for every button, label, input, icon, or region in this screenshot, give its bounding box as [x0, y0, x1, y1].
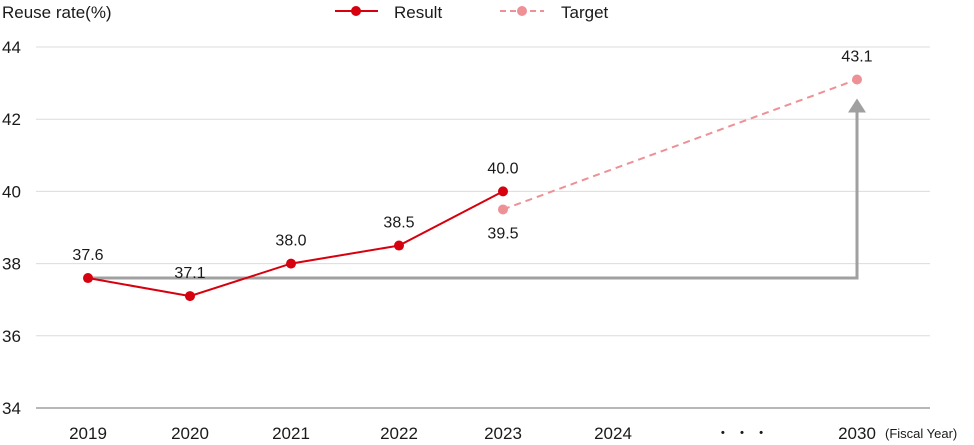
growth-arrow [88, 98, 866, 280]
grid-lines [36, 46, 930, 409]
legend-target-marker [517, 6, 527, 16]
y-tick-label: 34 [2, 399, 21, 418]
legend-result-marker [351, 6, 361, 16]
x-axis-label: (Fiscal Year) [885, 426, 957, 441]
y-tick-label: 44 [2, 38, 21, 57]
y-axis-label: Reuse rate(%) [2, 3, 112, 22]
data-label: 43.1 [841, 48, 872, 65]
x-axis-ellipsis: ・ ・ ・ [715, 425, 768, 442]
data-point [185, 291, 195, 302]
x-tick-label: 2020 [171, 424, 209, 443]
data-point [852, 74, 862, 85]
x-tick-label: 2030 [838, 424, 876, 443]
legend: Result Target [335, 3, 609, 22]
y-tick-label: 38 [2, 255, 21, 274]
x-tick-label: 2022 [380, 424, 418, 443]
data-label: 39.5 [487, 225, 518, 242]
legend-result-label: Result [394, 3, 442, 22]
y-tick-labels: 34 36 38 40 42 44 [2, 38, 21, 418]
data-label: 37.1 [174, 265, 205, 282]
data-labels: 37.6 37.1 38.0 38.5 40.0 39.5 43.1 [72, 48, 872, 282]
data-label: 38.5 [383, 215, 414, 232]
arrow-head [848, 98, 866, 113]
data-point [286, 258, 296, 269]
x-tick-label: 2023 [484, 424, 522, 443]
legend-target-label: Target [561, 3, 609, 22]
data-point [498, 186, 508, 197]
y-tick-label: 42 [2, 110, 21, 129]
series-group [83, 74, 862, 302]
arrow-shaft [88, 110, 859, 280]
x-tick-label: 2019 [69, 424, 107, 443]
data-point [83, 273, 93, 284]
x-tick-label: 2024 [594, 424, 632, 443]
y-tick-label: 36 [2, 327, 21, 346]
y-tick-label: 40 [2, 182, 21, 201]
x-tick-labels: 2019 2020 2021 2022 2023 2024 2030 [69, 424, 876, 443]
series-line-target [502, 78, 858, 211]
data-label: 38.0 [275, 233, 306, 250]
data-point [394, 240, 404, 251]
data-point [498, 204, 508, 215]
data-label: 40.0 [487, 160, 518, 177]
x-tick-label: 2021 [272, 424, 310, 443]
data-label: 37.6 [72, 247, 103, 264]
